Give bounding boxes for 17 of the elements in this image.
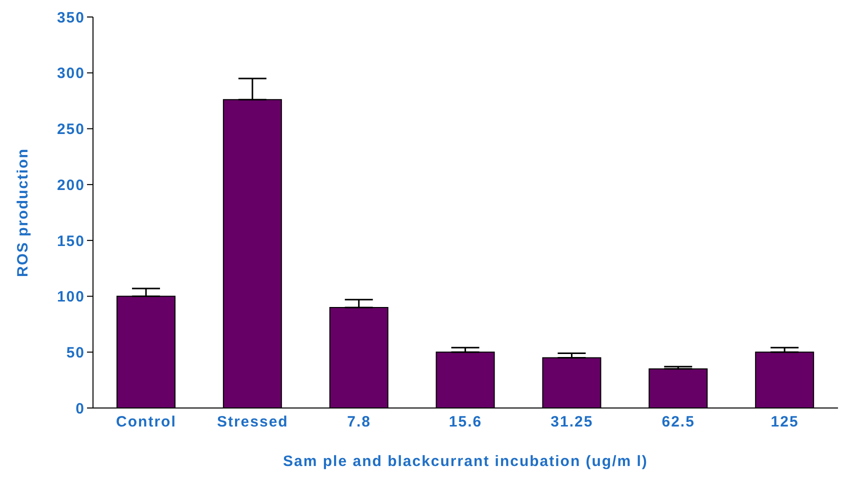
y-tick-label: 350 [56,9,85,26]
x-axis-title: Sam ple and blackcurrant incubation (ug/m l) [283,453,648,470]
y-tick-label: 200 [56,176,85,194]
x-tick-label: 7.8 [347,414,371,431]
x-tick-label: 62.5 [662,414,695,431]
x-tick-label: 15.6 [448,414,482,431]
y-tick-label: 0 [76,400,85,418]
x-tick-label: 125 [770,414,799,431]
y-tick-label: 250 [56,121,85,138]
y-tick-label: 150 [56,232,85,250]
y-tick-label: 300 [56,65,85,82]
y-tick-label: 100 [56,288,85,306]
x-tick-label: Control [116,414,176,431]
y-axis-title: ROS production [14,148,32,277]
x-tick-label: Stressed [216,414,288,431]
x-tick-label: 31.25 [550,414,594,431]
y-tick-label: 50 [66,344,85,362]
